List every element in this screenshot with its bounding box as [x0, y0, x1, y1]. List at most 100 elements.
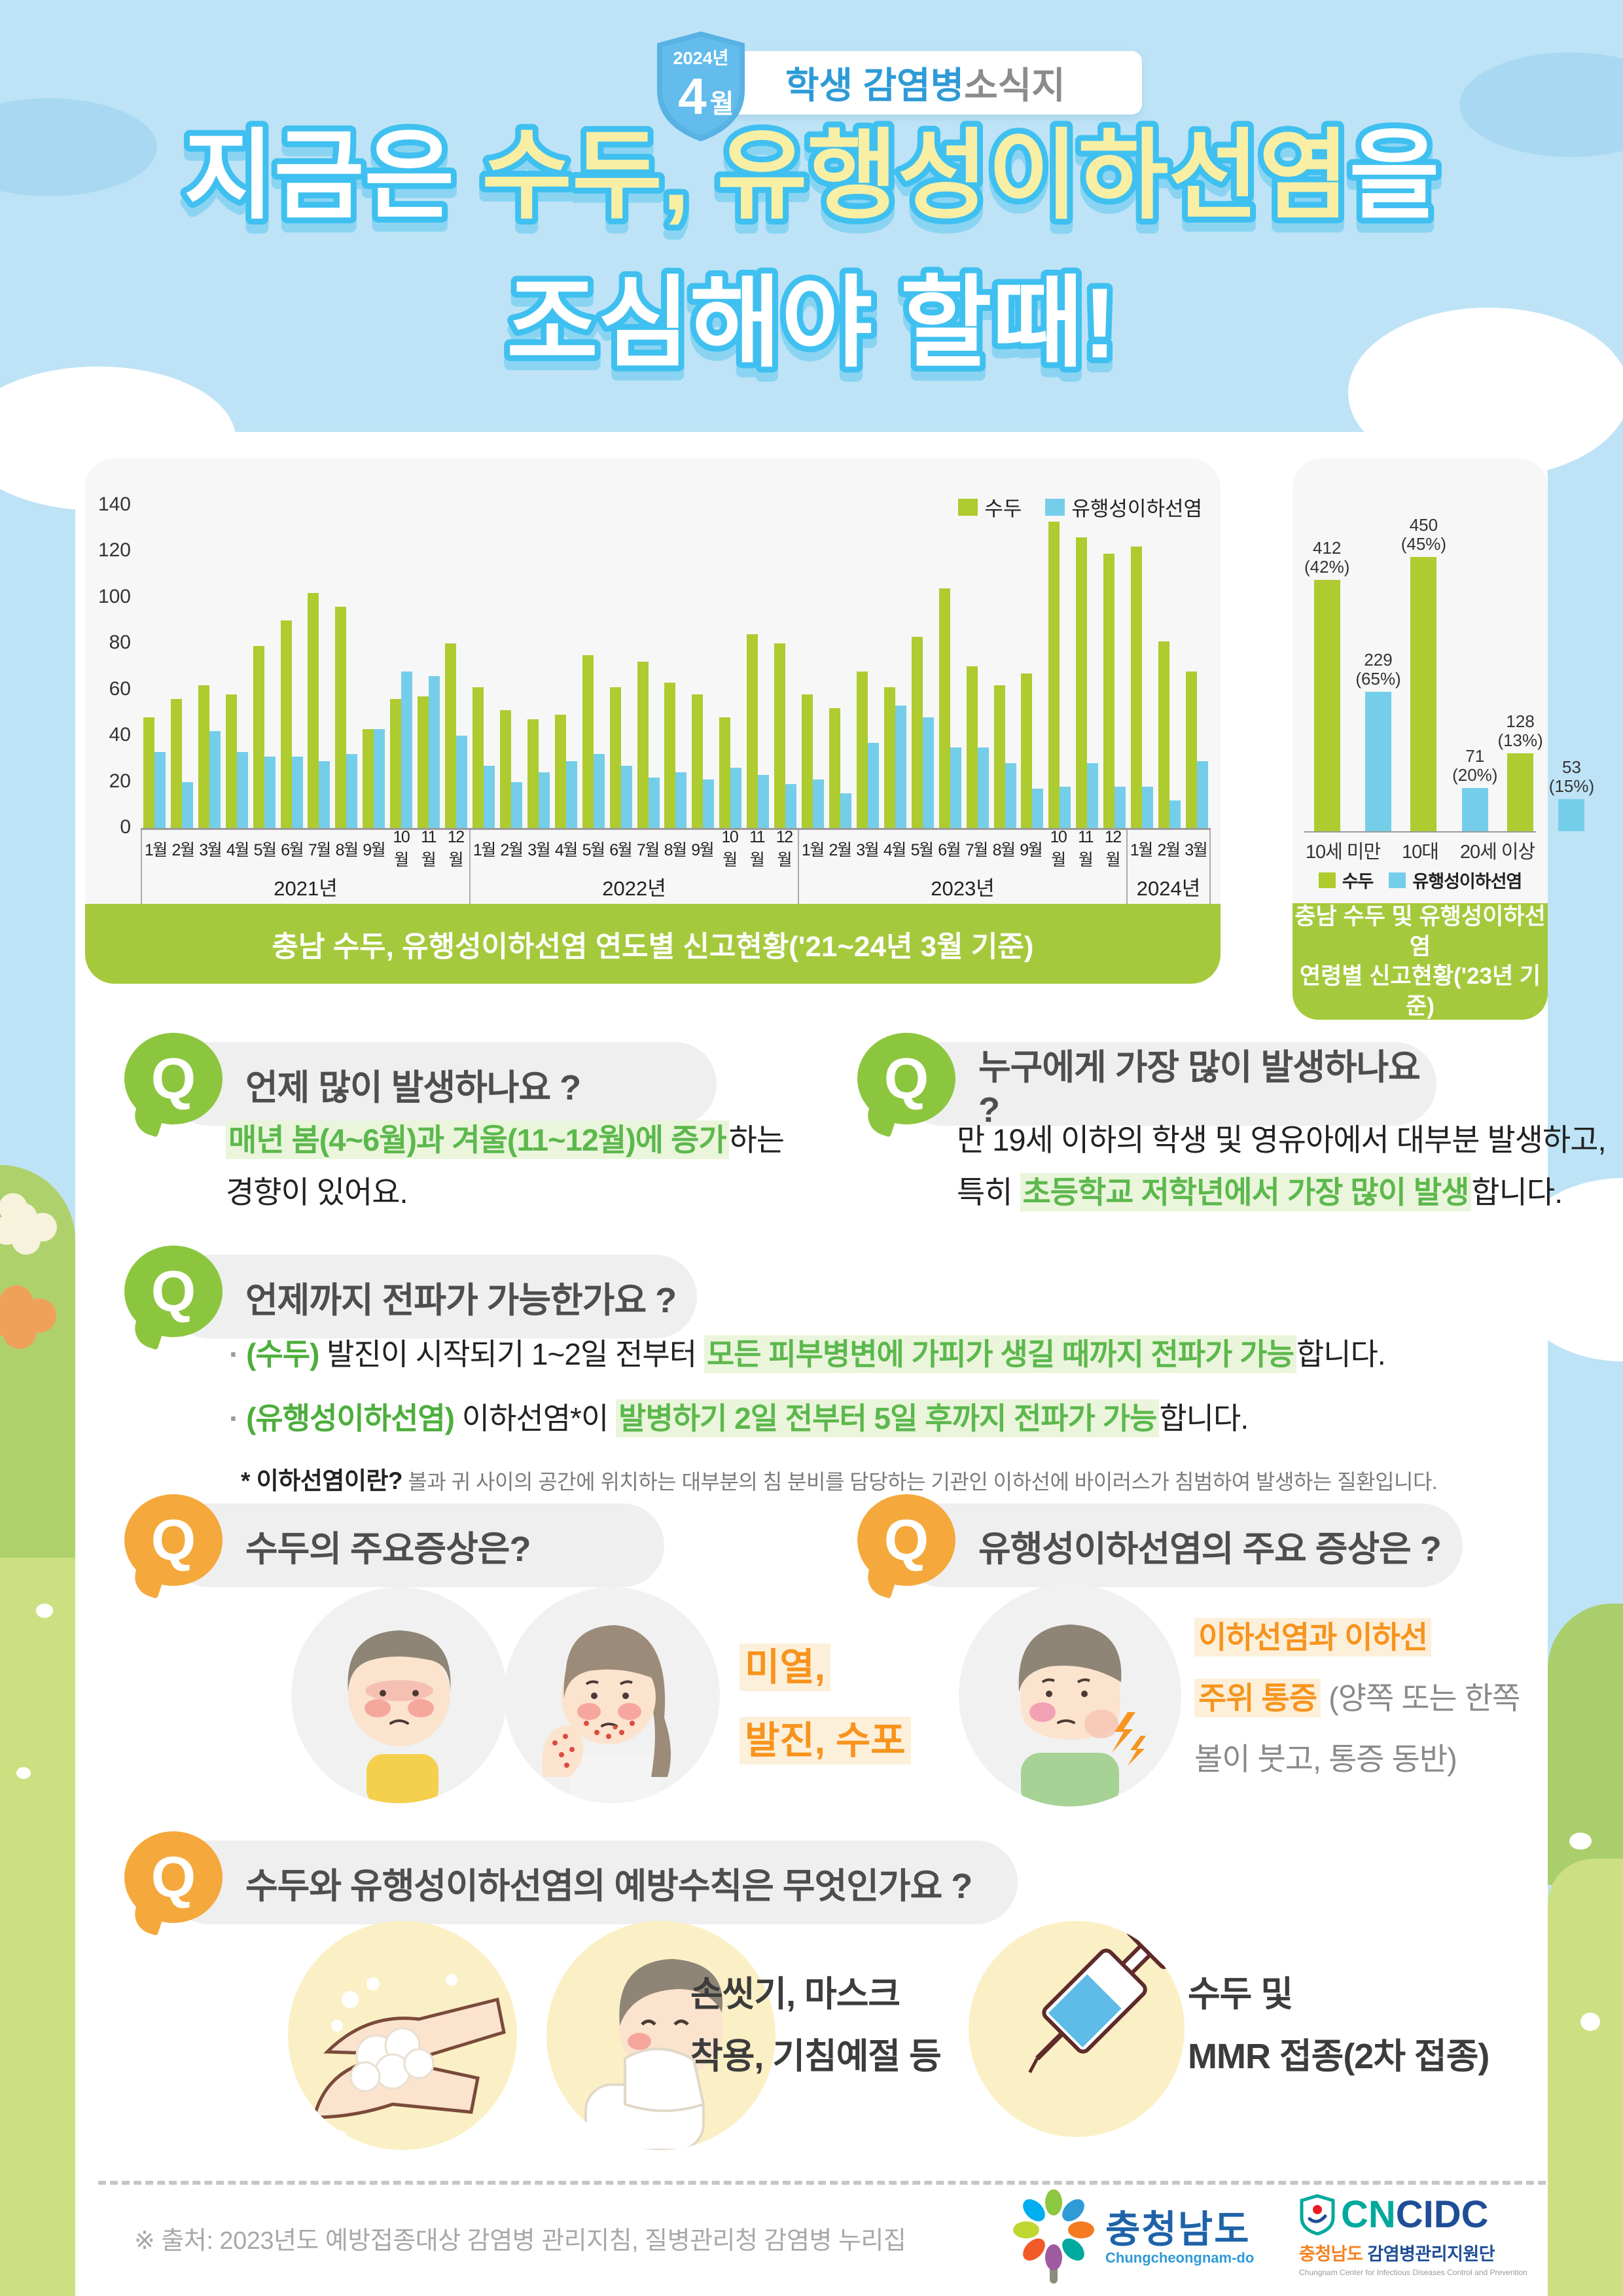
mumps-rest-line2: (양쪽 또는 한쪽 — [1321, 1681, 1520, 1715]
mumps-bar — [922, 717, 934, 828]
chickenpox-bar — [473, 687, 484, 828]
bar-group — [580, 655, 607, 828]
title-line1-white: 지금은 — [183, 120, 482, 230]
bullet-dot: · — [229, 1337, 239, 1371]
bar-group — [1046, 522, 1073, 828]
month-label: 7월 — [636, 841, 660, 859]
chickenpox-bar — [198, 685, 209, 828]
cncidc-abbr-cn: CN — [1341, 2193, 1396, 2236]
month-label: 1월 — [144, 841, 168, 859]
y-axis-tick: 120 — [98, 539, 131, 562]
chickenpox-bar — [719, 717, 731, 828]
mumps-boy-illustration-bg — [959, 1584, 1181, 1806]
question-q2-text: 누구에게 가장 많이 발생하나요 ? — [978, 1047, 1421, 1130]
chickenpox-bar — [1158, 641, 1170, 828]
mumps-bar — [565, 761, 577, 828]
chickenpox-bar — [445, 643, 457, 828]
age-group: 450 (45%) 71 (20%) — [1401, 515, 1497, 831]
bullet2-label: (유행성이하선염) — [246, 1401, 455, 1435]
chungcheongnamdo-tree-icon — [1013, 2189, 1094, 2284]
bar-group — [360, 729, 387, 828]
age-bar-column: 412 (42%) — [1304, 538, 1350, 831]
note-definition: 볼과 귀 사이의 공간에 위치하는 대부분의 침 분비를 담당하는 기관인 이하… — [402, 1470, 1438, 1494]
chickenpox-bar — [609, 687, 621, 828]
bar-group — [772, 643, 799, 828]
y-axis-tick: 140 — [98, 493, 131, 515]
badge-year: 2024년 — [673, 48, 729, 68]
age-category-label: 10대 — [1402, 842, 1439, 863]
mumps-swatch-icon — [1045, 498, 1065, 516]
mumps-bar — [538, 772, 550, 828]
left-hill-decoration — [0, 1558, 75, 2296]
mumps-bar — [484, 766, 495, 828]
age-chart-legend: 수두 유행성이하선염 — [1293, 867, 1548, 893]
mumps-bar — [813, 780, 825, 828]
answer-q2-pre: 특히 — [957, 1175, 1020, 1210]
mumps-bar — [840, 793, 852, 828]
chickenpox-bar — [1507, 753, 1534, 831]
chickenpox-bar — [692, 694, 704, 828]
month-label: 10월 — [1050, 827, 1067, 869]
month-label: 9월 — [1020, 841, 1043, 859]
question-bubble-q1: Q — [124, 1033, 223, 1124]
month-label: 12월 — [447, 827, 465, 869]
question-q4: 수두의 주요증상은? — [167, 1503, 664, 1587]
chickenpox-bar — [1313, 580, 1340, 831]
month-label: 11월 — [421, 827, 437, 869]
chickenpox-bar — [527, 719, 539, 828]
age-bar-percent: (13%) — [1497, 730, 1543, 750]
chickenpox-bar — [938, 588, 950, 828]
bar-group — [168, 699, 196, 828]
handwashing-illustration-bg — [288, 1921, 517, 2150]
month-label: 4월 — [883, 841, 906, 859]
chickenpox-bar — [418, 696, 429, 828]
prevention-right-text: 수두 및 MMR 접종(2차 접종) — [1188, 1964, 1489, 2088]
bar-group — [1019, 673, 1046, 828]
mumps-bar — [429, 676, 440, 828]
page-title: 지금은 수두, 유행성이하선염을 조심해야 할때! — [177, 115, 1445, 385]
month-shield-icon: 2024년 4 월 — [657, 31, 745, 141]
chickenpox-bar — [637, 662, 649, 828]
chickenpox-bar — [993, 685, 1005, 828]
month-label: 6월 — [609, 841, 632, 859]
mumps-bar — [291, 757, 303, 828]
mumps-bar — [593, 754, 605, 828]
question-q1-text: 언제 많이 발생하나요 ? — [245, 1067, 581, 1107]
month-label-section: 1월 2월 3월 4월 5월 6월 7월 8월 9월 10월 11월 12월 — [469, 828, 798, 869]
q-letter: Q — [151, 1046, 196, 1111]
title-line1-white2: 을 — [1349, 120, 1440, 230]
mumps-bar — [401, 672, 413, 828]
handwashing-illustration — [312, 1974, 506, 2144]
month-label: 2월 — [829, 841, 852, 859]
answer-q2-line1: 만 19세 이하의 학생 및 영유아에서 대부분 발생하고, — [957, 1122, 1607, 1157]
month-label: 3월 — [199, 841, 222, 859]
mumps-bar — [456, 736, 468, 828]
chickenpox-bar — [802, 694, 813, 828]
age-bar-value: 71 — [1465, 745, 1485, 766]
question-bubble-q3: Q — [124, 1246, 223, 1337]
y-axis-tick: 20 — [109, 770, 131, 792]
mumps-bar — [1558, 799, 1585, 831]
age-bar-percent: (42%) — [1304, 556, 1350, 577]
month-label: 1월 — [801, 841, 825, 859]
mumps-bar — [181, 782, 193, 828]
answer-q1-line2: 경향이 있어요. — [226, 1175, 408, 1210]
month-label: 11월 — [1078, 827, 1094, 869]
chickenpox-bar — [280, 620, 292, 828]
chickenpox-bar — [554, 715, 566, 828]
legend-label: 수두 — [984, 497, 1022, 520]
bar-group — [936, 588, 964, 828]
age-bar-column: 53 (15%) — [1549, 757, 1594, 831]
bar-group — [607, 687, 635, 828]
mumps-highlight-line1: 이하선염과 이하선 — [1194, 1618, 1431, 1657]
bar-group — [717, 717, 744, 828]
question-bubble-q6: Q — [124, 1831, 223, 1923]
bullet2-post: 합니다. — [1159, 1401, 1249, 1435]
bar-year-section — [799, 505, 1128, 828]
bar-group — [141, 717, 168, 828]
vaccine-illustration-bg — [969, 1921, 1185, 2137]
bar-group — [387, 672, 415, 828]
month-label: 5월 — [910, 841, 934, 859]
month-label: 2월 — [171, 841, 195, 859]
month-label: 8월 — [335, 841, 359, 859]
